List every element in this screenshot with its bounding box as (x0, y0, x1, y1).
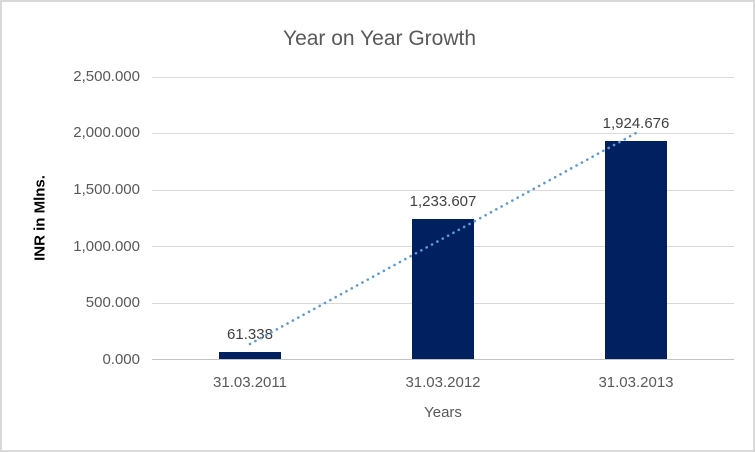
y-tick-label: 1,500.000 (73, 181, 140, 198)
bar-2011 (219, 352, 281, 359)
y-tick-label: 0.000 (102, 351, 140, 368)
y-tick-label: 2,000.000 (73, 124, 140, 141)
bar-2013 (605, 141, 667, 359)
x-tick-label: 31.03.2011 (213, 374, 287, 391)
bar-data-label: 61.338 (227, 326, 273, 344)
x-tick-label: 31.03.2012 (405, 374, 481, 391)
bar-2012 (412, 219, 474, 359)
bar-data-label: 1,924.676 (602, 115, 670, 133)
gridline (152, 133, 734, 134)
bar-data-label: 1,233.607 (409, 193, 477, 211)
x-tick-label: 31.03.2013 (598, 374, 674, 391)
y-tick-label: 2,500.000 (73, 68, 140, 85)
x-axis-line (152, 359, 734, 360)
plot-area: 61.338 1,233.607 1,924.676 (152, 77, 734, 360)
y-tick-label: 500.000 (85, 294, 140, 311)
gridline (152, 77, 734, 78)
x-axis-title: Years (424, 404, 462, 421)
y-tick-label: 1,000.000 (73, 238, 140, 255)
chart-title: Year on Year Growth (282, 27, 477, 50)
